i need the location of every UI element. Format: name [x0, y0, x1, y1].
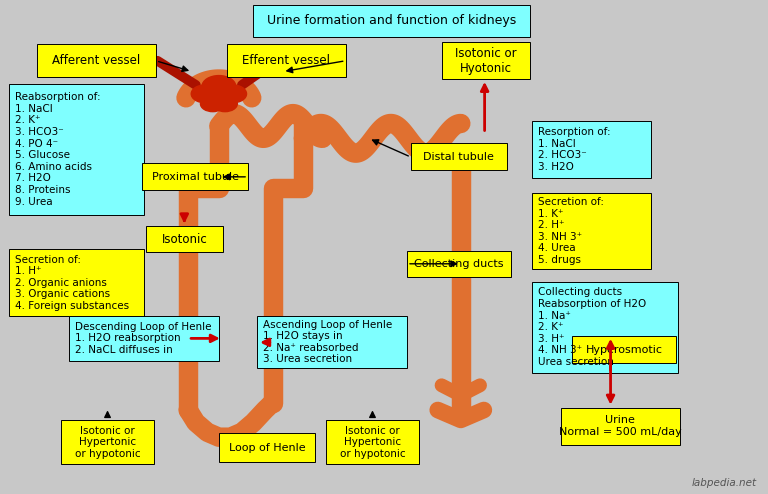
FancyBboxPatch shape: [9, 249, 144, 316]
FancyBboxPatch shape: [69, 316, 219, 361]
FancyBboxPatch shape: [411, 143, 507, 170]
Text: Ascending Loop of Henle
1. H2O stays in
2. Na⁺ reabsorbed
3. Urea secretion: Ascending Loop of Henle 1. H2O stays in …: [263, 320, 392, 365]
Text: Secretion of:
1. H⁺
2. Organic anions
3. Organic cations
4. Foreign substances: Secretion of: 1. H⁺ 2. Organic anions 3.…: [15, 254, 130, 311]
Text: Descending Loop of Henle
1. H2O reabsorption
2. NaCL diffuses in: Descending Loop of Henle 1. H2O reabsorp…: [75, 322, 212, 355]
FancyBboxPatch shape: [142, 163, 248, 190]
Circle shape: [213, 96, 237, 112]
Circle shape: [207, 91, 230, 106]
Circle shape: [219, 85, 247, 103]
Text: Isotonic or
Hypertonic
or hypotonic: Isotonic or Hypertonic or hypotonic: [339, 425, 406, 459]
FancyBboxPatch shape: [561, 408, 680, 445]
Text: Loop of Henle: Loop of Henle: [229, 443, 305, 453]
FancyBboxPatch shape: [219, 433, 315, 462]
FancyBboxPatch shape: [407, 251, 511, 277]
Text: Isotonic or
Hyotonic: Isotonic or Hyotonic: [455, 46, 517, 75]
Text: Resorption of:
1. NaCl
2. HCO3⁻
3. H2O: Resorption of: 1. NaCl 2. HCO3⁻ 3. H2O: [538, 127, 611, 172]
FancyBboxPatch shape: [146, 226, 223, 252]
Text: Secretion of:
1. K⁺
2. H⁺
3. NH 3⁺
4. Urea
5. drugs: Secretion of: 1. K⁺ 2. H⁺ 3. NH 3⁺ 4. Ur…: [538, 197, 604, 265]
FancyBboxPatch shape: [326, 420, 419, 464]
Text: Reabsorption of:
1. NaCl
2. K⁺
3. HCO3⁻
4. PO 4⁻
5. Glucose
6. Amino acids
7. H2: Reabsorption of: 1. NaCl 2. K⁺ 3. HCO3⁻ …: [15, 92, 101, 206]
FancyBboxPatch shape: [61, 420, 154, 464]
Text: Hyperosmotic: Hyperosmotic: [585, 344, 663, 355]
Text: Urine formation and function of kidneys: Urine formation and function of kidneys: [267, 14, 516, 28]
Text: Isotonic or
Hypertonic
or hypotonic: Isotonic or Hypertonic or hypotonic: [74, 425, 141, 459]
FancyBboxPatch shape: [37, 44, 156, 77]
Circle shape: [191, 85, 219, 103]
Circle shape: [200, 96, 225, 112]
Text: Afferent vessel: Afferent vessel: [52, 54, 141, 67]
Text: Isotonic: Isotonic: [161, 233, 207, 246]
Text: Urine
Normal = 500 mL/day: Urine Normal = 500 mL/day: [559, 415, 681, 437]
Text: Distal tubule: Distal tubule: [423, 152, 495, 162]
FancyBboxPatch shape: [253, 5, 530, 37]
Text: Collecting ducts
Reabsorption of H2O
1. Na⁺
2. K⁺
3. H⁺
4. NH 3⁺
Urea secretion: Collecting ducts Reabsorption of H2O 1. …: [538, 288, 647, 367]
Text: Proximal tubule: Proximal tubule: [151, 171, 239, 182]
Text: Efferent vessel: Efferent vessel: [242, 54, 330, 67]
Text: Collecting ducts: Collecting ducts: [414, 259, 504, 269]
FancyBboxPatch shape: [572, 336, 676, 363]
Text: labpedia.net: labpedia.net: [691, 478, 756, 488]
FancyBboxPatch shape: [532, 282, 678, 373]
Circle shape: [202, 76, 236, 97]
FancyBboxPatch shape: [442, 42, 530, 79]
FancyBboxPatch shape: [532, 193, 651, 269]
FancyBboxPatch shape: [257, 316, 407, 368]
FancyBboxPatch shape: [532, 121, 651, 178]
FancyBboxPatch shape: [227, 44, 346, 77]
FancyBboxPatch shape: [9, 84, 144, 215]
